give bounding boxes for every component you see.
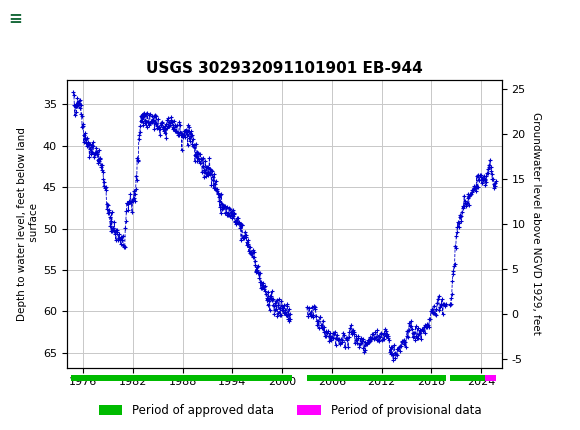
Bar (307, 375, 446, 381)
Bar (71, 375, 292, 381)
Y-axis label: Depth to water level, feet below land
 surface: Depth to water level, feet below land su… (17, 127, 39, 320)
Text: USGS: USGS (23, 10, 74, 28)
Text: USGS: USGS (10, 12, 53, 26)
Legend: Period of approved data, Period of provisional data: Period of approved data, Period of provi… (94, 399, 486, 422)
Title: USGS 302932091101901 EB-944: USGS 302932091101901 EB-944 (146, 61, 423, 76)
Bar (450, 375, 485, 381)
Bar (5, 3, 57, 36)
Y-axis label: Groundwater level above NGVD 1929, feet: Groundwater level above NGVD 1929, feet (531, 112, 541, 335)
Text: ≡: ≡ (9, 10, 23, 28)
Bar (485, 375, 496, 381)
